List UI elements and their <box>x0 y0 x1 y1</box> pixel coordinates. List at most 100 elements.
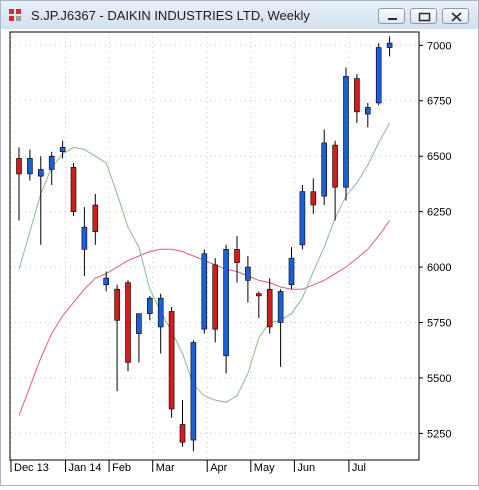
candle <box>37 156 44 245</box>
y-tick-label: 7000 <box>427 40 451 52</box>
candle-body <box>168 311 175 410</box>
minimize-button[interactable] <box>378 8 405 24</box>
y-tick-label: 6250 <box>427 207 451 219</box>
candle <box>48 151 55 186</box>
candle <box>364 102 371 128</box>
x-tick-label: Jun <box>297 462 315 474</box>
candle <box>223 244 229 374</box>
candle-body <box>81 226 88 250</box>
restore-icon <box>418 12 431 22</box>
candle-body <box>201 253 208 330</box>
candle-body <box>179 424 186 443</box>
candle-body <box>343 76 349 188</box>
candle-body <box>27 158 33 175</box>
candle <box>245 255 251 303</box>
candle-body <box>354 78 360 113</box>
candle <box>332 140 338 221</box>
candle-body <box>114 288 120 321</box>
candle-body <box>288 257 295 286</box>
x-tick-label: May <box>254 462 275 474</box>
candle <box>386 36 393 57</box>
candle <box>299 185 306 250</box>
candle-body <box>277 291 284 323</box>
candle-body <box>147 297 153 314</box>
candle <box>136 313 142 363</box>
candle <box>190 340 197 452</box>
candle <box>310 178 317 214</box>
candle-body <box>92 204 99 232</box>
candle-body <box>136 313 142 334</box>
candle <box>277 289 284 367</box>
candle <box>321 129 328 205</box>
x-tick-label: Dec 13 <box>14 462 49 474</box>
candle <box>59 140 66 159</box>
candle <box>70 162 77 217</box>
y-tick-label: 6750 <box>427 96 451 108</box>
y-tick-label: 5750 <box>427 318 451 330</box>
y-tick-label: 5250 <box>427 428 451 440</box>
candle-body <box>256 293 262 297</box>
candle <box>147 295 153 321</box>
window-title: S.JP.J6367 - DAIKIN INDUSTRIES LTD, Week… <box>31 8 310 23</box>
candle <box>92 193 99 245</box>
candle-body <box>245 266 251 281</box>
candle <box>234 236 240 283</box>
candle <box>157 293 164 354</box>
candle <box>27 149 33 181</box>
candle <box>81 207 88 276</box>
candle-body <box>375 47 382 104</box>
candles <box>16 36 393 452</box>
candle-body <box>37 169 44 177</box>
candle-body <box>212 264 218 330</box>
candle-body <box>386 42 393 48</box>
y-axis: 5250 5500 5750 6000 6250 6500 6750 7000 <box>419 40 451 440</box>
x-tick-label: Mar <box>156 462 175 474</box>
candle-body <box>48 155 55 170</box>
candle-body <box>299 191 306 246</box>
candle-body <box>16 158 22 175</box>
plot-frame: 5250 5500 5750 6000 6250 6500 6750 7000 Dec 13 J… <box>1 29 478 485</box>
x-tick-label: Feb <box>112 462 131 474</box>
candle-body <box>332 144 338 188</box>
close-icon <box>451 12 462 22</box>
title-bar[interactable]: S.JP.J6367 - DAIKIN INDUSTRIES LTD, Week… <box>1 1 478 29</box>
candle-body <box>266 288 273 328</box>
close-button[interactable] <box>442 8 469 24</box>
candle <box>343 67 349 201</box>
x-tick-label: Jan 14 <box>69 462 102 474</box>
candle-body <box>70 166 77 212</box>
candle <box>179 400 186 447</box>
candle-body <box>190 342 197 441</box>
candle <box>16 147 22 221</box>
candle <box>212 258 218 343</box>
price-chart[interactable]: 5250 5500 5750 6000 6250 6500 6750 7000 Dec 13 J… <box>1 29 478 485</box>
grid <box>10 32 419 460</box>
candle-body <box>103 277 109 286</box>
candle-body <box>234 249 240 263</box>
restore-button[interactable] <box>410 8 437 24</box>
x-axis: Dec 13 Jan 14 Feb Mar Apr May Jun Jul <box>10 460 366 474</box>
moving-average-short <box>18 122 391 403</box>
candle-body <box>321 142 328 197</box>
candle <box>168 306 175 418</box>
candle <box>103 271 109 292</box>
candle <box>375 43 382 106</box>
candle-body <box>364 107 371 115</box>
candle <box>125 280 131 372</box>
plot-area <box>9 31 420 461</box>
candle <box>288 247 295 290</box>
candle <box>354 74 360 123</box>
candle-body <box>223 249 229 357</box>
app-icon <box>9 9 21 21</box>
candle <box>114 284 120 392</box>
y-tick-label: 6000 <box>427 262 451 274</box>
y-tick-label: 5500 <box>427 373 451 385</box>
candle-body <box>310 191 317 206</box>
minimize-icon <box>388 18 397 20</box>
candle-body <box>125 282 131 363</box>
candle-body <box>59 147 66 153</box>
x-tick-label: Apr <box>210 462 227 474</box>
candle <box>256 291 262 319</box>
candle <box>201 249 208 334</box>
